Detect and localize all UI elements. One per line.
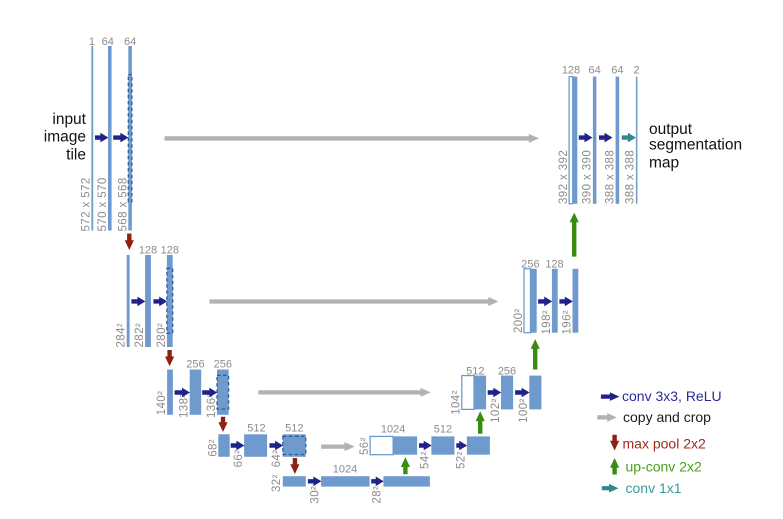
svg-text:256: 256 [498, 365, 516, 377]
svg-text:28²: 28² [372, 486, 384, 504]
svg-text:100²: 100² [518, 398, 530, 423]
svg-text:128: 128 [161, 245, 179, 257]
svg-text:64: 64 [588, 64, 600, 76]
svg-text:198²: 198² [541, 310, 553, 335]
svg-text:conv 3x3, ReLU: conv 3x3, ReLU [622, 388, 722, 404]
svg-text:280²: 280² [156, 323, 168, 348]
svg-text:input: input [52, 111, 86, 128]
svg-text:56²: 56² [359, 437, 371, 455]
svg-text:136²: 136² [206, 393, 218, 418]
svg-text:52²: 52² [455, 451, 467, 469]
svg-text:segmentation: segmentation [649, 137, 742, 154]
svg-text:102²: 102² [490, 398, 502, 423]
svg-text:512: 512 [434, 424, 452, 436]
svg-text:54²: 54² [419, 451, 431, 469]
svg-text:282²: 282² [134, 323, 146, 348]
svg-text:512: 512 [466, 365, 484, 377]
svg-text:128: 128 [139, 245, 157, 257]
svg-text:388 x 388: 388 x 388 [604, 150, 616, 204]
svg-text:570 x 570: 570 x 570 [97, 177, 109, 231]
svg-text:196²: 196² [561, 310, 573, 335]
svg-text:1: 1 [89, 36, 95, 48]
svg-text:max pool 2x2: max pool 2x2 [623, 436, 706, 452]
svg-text:up-conv 2x2: up-conv 2x2 [626, 459, 702, 475]
svg-text:64: 64 [102, 36, 114, 48]
svg-text:conv 1x1: conv 1x1 [626, 480, 682, 496]
svg-text:2: 2 [634, 64, 640, 76]
svg-text:568 x 568: 568 x 568 [118, 177, 130, 231]
svg-text:1024: 1024 [381, 424, 405, 436]
svg-text:512: 512 [247, 423, 265, 435]
svg-text:392 x 392: 392 x 392 [558, 150, 570, 204]
svg-text:image: image [44, 129, 86, 146]
svg-text:200²: 200² [513, 308, 525, 333]
svg-text:30²: 30² [309, 486, 321, 504]
svg-text:390 x 390: 390 x 390 [582, 150, 594, 204]
svg-text:64²: 64² [271, 450, 283, 468]
svg-text:128: 128 [545, 258, 563, 270]
svg-text:140²: 140² [156, 391, 168, 416]
svg-text:284²: 284² [116, 323, 128, 348]
svg-text:256: 256 [521, 258, 539, 270]
svg-text:128: 128 [562, 64, 580, 76]
svg-text:388 x 388: 388 x 388 [625, 150, 637, 204]
svg-text:64: 64 [124, 36, 136, 48]
svg-text:68²: 68² [207, 439, 219, 457]
svg-text:256: 256 [186, 359, 204, 371]
svg-text:output: output [649, 121, 693, 138]
svg-text:66²: 66² [233, 450, 245, 468]
svg-text:64: 64 [611, 64, 623, 76]
svg-text:map: map [649, 154, 679, 171]
svg-text:138²: 138² [179, 393, 191, 418]
svg-text:104²: 104² [451, 390, 463, 415]
svg-text:32²: 32² [271, 474, 283, 492]
svg-text:256: 256 [214, 359, 232, 371]
svg-text:512: 512 [285, 423, 303, 435]
svg-text:1024: 1024 [333, 464, 357, 476]
svg-text:copy and crop: copy and crop [623, 409, 711, 425]
svg-text:tile: tile [66, 146, 86, 163]
svg-text:572 x 572: 572 x 572 [81, 177, 93, 231]
